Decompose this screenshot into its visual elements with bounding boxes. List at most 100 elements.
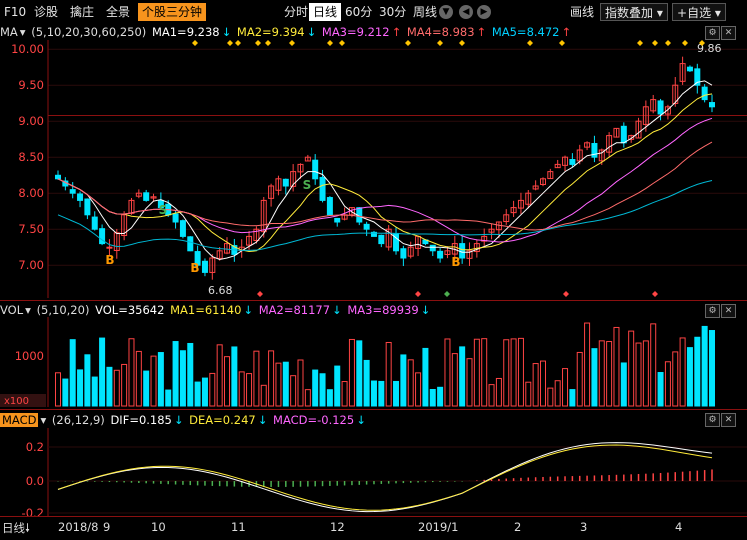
volume-bar — [562, 368, 569, 407]
x-label: 3 — [580, 520, 588, 534]
sell-signal: S — [303, 178, 312, 192]
vol-ma1-value: MA1=61140 — [170, 303, 242, 317]
volume-panel[interactable]: VOL ▾ (5,10,20) VOL=35642 MA1=61140 ↓ MA2=… — [0, 300, 747, 409]
tab-30min[interactable]: 30分 — [379, 5, 407, 19]
ma3-value: MA3=9.212 — [321, 25, 390, 39]
macd-panel[interactable]: MACD ▾ (26,12,9) DIF=0.185 ↓ DEA=0.247 ↓ MA… — [0, 409, 747, 517]
volume-bar — [488, 384, 495, 407]
y-tick-label: 8.50 — [18, 150, 44, 164]
diamond-marker — [527, 40, 533, 46]
ma-line — [57, 80, 713, 260]
volume-bar — [341, 381, 348, 407]
candle-body — [554, 163, 561, 169]
next-arrow-icon[interactable]: ▶ — [477, 5, 491, 19]
ma-label[interactable]: MA — [0, 25, 18, 39]
candle-body — [209, 257, 216, 273]
kline-chart[interactable]: 10.00 9.50 9.00 8.50 8.00 7.50 7.00 9.86 6.68 B B B… — [0, 24, 747, 299]
volume-bar — [194, 381, 201, 407]
macd-chart[interactable]: 0.2 0.0 -0.2 — [0, 410, 747, 517]
x-label: 11 — [231, 520, 246, 534]
stock-3min-button[interactable]: 个股三分钟 — [138, 3, 207, 21]
candle-body — [69, 189, 76, 194]
x-label: 2019/1 — [418, 520, 459, 534]
volume-bar — [598, 340, 605, 407]
macd-params: (26,12,9) — [51, 413, 105, 427]
volume-bar — [400, 354, 407, 407]
vol-info-bar: VOL ▾ (5,10,20) VOL=35642 MA1=61140 ↓ MA2=… — [0, 303, 431, 317]
volume-bar — [481, 338, 488, 407]
volume-bar — [709, 330, 715, 407]
vol-label[interactable]: VOL — [0, 303, 24, 317]
macd-close-icon[interactable]: ✕ — [721, 413, 736, 427]
candle-body — [709, 102, 715, 108]
candle-body — [216, 250, 223, 259]
prev-arrow-icon[interactable]: ◀ — [459, 5, 473, 19]
period-selector[interactable]: 日线🠗 — [2, 521, 30, 535]
diamond-marker — [327, 40, 333, 46]
candle-body — [304, 156, 311, 162]
candle-body — [179, 220, 186, 237]
volume-bar — [415, 372, 422, 407]
volume-bar — [224, 356, 231, 407]
volume-bar — [466, 358, 473, 407]
candle-body — [701, 86, 708, 101]
volume-chart[interactable]: 1000 x100 — [0, 301, 747, 409]
candle-body — [620, 125, 627, 144]
volume-bar — [201, 377, 208, 407]
tab-intraday[interactable]: 分时 — [284, 5, 309, 19]
volume-bar — [150, 355, 157, 407]
favorite-button[interactable]: +自选 ▾ — [672, 3, 726, 21]
panorama-button[interactable]: 全景 — [106, 5, 131, 19]
volume-bar — [157, 352, 164, 407]
y-tick-label: 7.00 — [18, 258, 44, 272]
candle-body — [55, 174, 61, 180]
period-label: 日线 — [2, 521, 25, 535]
vol-settings-icon[interactable]: ⚙ — [705, 304, 720, 318]
candle-body — [664, 106, 671, 115]
draw-line-button[interactable]: 画线 — [570, 5, 595, 19]
volume-bar — [510, 338, 517, 407]
tab-60min[interactable]: 60分 — [345, 5, 373, 19]
tab-weekly[interactable]: 周线 — [413, 5, 438, 19]
dea-value: DEA=0.247 — [189, 413, 256, 427]
diamond-marker — [255, 40, 261, 46]
volume-bar — [253, 350, 260, 407]
kline-panel[interactable]: MA ▾ (5,10,20,30,60,250) MA1=9.238 ↓ MA2=9… — [0, 24, 747, 299]
time-axis-bar: 日线🠗 2018/8 9 10 11 12 2019/1 2 3 4 — [0, 516, 747, 537]
vol-close-icon[interactable]: ✕ — [721, 304, 736, 318]
period-dropdown-icon[interactable]: ▼ — [439, 5, 453, 19]
volume-bar — [370, 380, 377, 407]
volume-bar — [569, 389, 576, 407]
panel-settings-icon[interactable]: ⚙ — [705, 26, 720, 40]
macd-settings-icon[interactable]: ⚙ — [705, 413, 720, 427]
candle-body — [510, 207, 517, 214]
panel-close-icon[interactable]: ✕ — [721, 26, 736, 40]
y-tick-label: 7.50 — [18, 222, 44, 236]
candle-body — [91, 216, 98, 230]
volume-bar — [304, 389, 311, 407]
candle-body — [429, 244, 436, 252]
candle-body — [400, 248, 407, 259]
ma1-value: MA1=9.238 — [151, 25, 220, 39]
volume-bar — [429, 388, 436, 407]
volume-bar — [584, 322, 591, 407]
tab-daily[interactable]: 日线 — [309, 3, 342, 21]
y-tick-label: 9.50 — [18, 78, 44, 92]
ma-line — [57, 180, 713, 251]
volume-bar — [517, 337, 524, 407]
dif-line — [57, 442, 713, 513]
board-button[interactable]: 擒庄 — [70, 5, 95, 19]
diamond-marker — [405, 40, 411, 46]
candle-body — [143, 192, 150, 201]
index-overlay-button[interactable]: 指数叠加 ▾ — [600, 3, 668, 21]
diamond-marker — [665, 40, 671, 46]
ma-params: (5,10,20,30,60,250) — [31, 25, 147, 39]
candle-body — [672, 84, 679, 104]
x-label: 2 — [514, 520, 522, 534]
diagnose-button[interactable]: 诊股 — [34, 5, 59, 19]
f10-button[interactable]: F10 — [4, 5, 27, 19]
volume-bar — [99, 337, 106, 407]
volume-bar — [606, 341, 613, 407]
diamond-marker — [682, 40, 688, 46]
macd-label[interactable]: MACD — [0, 413, 39, 427]
